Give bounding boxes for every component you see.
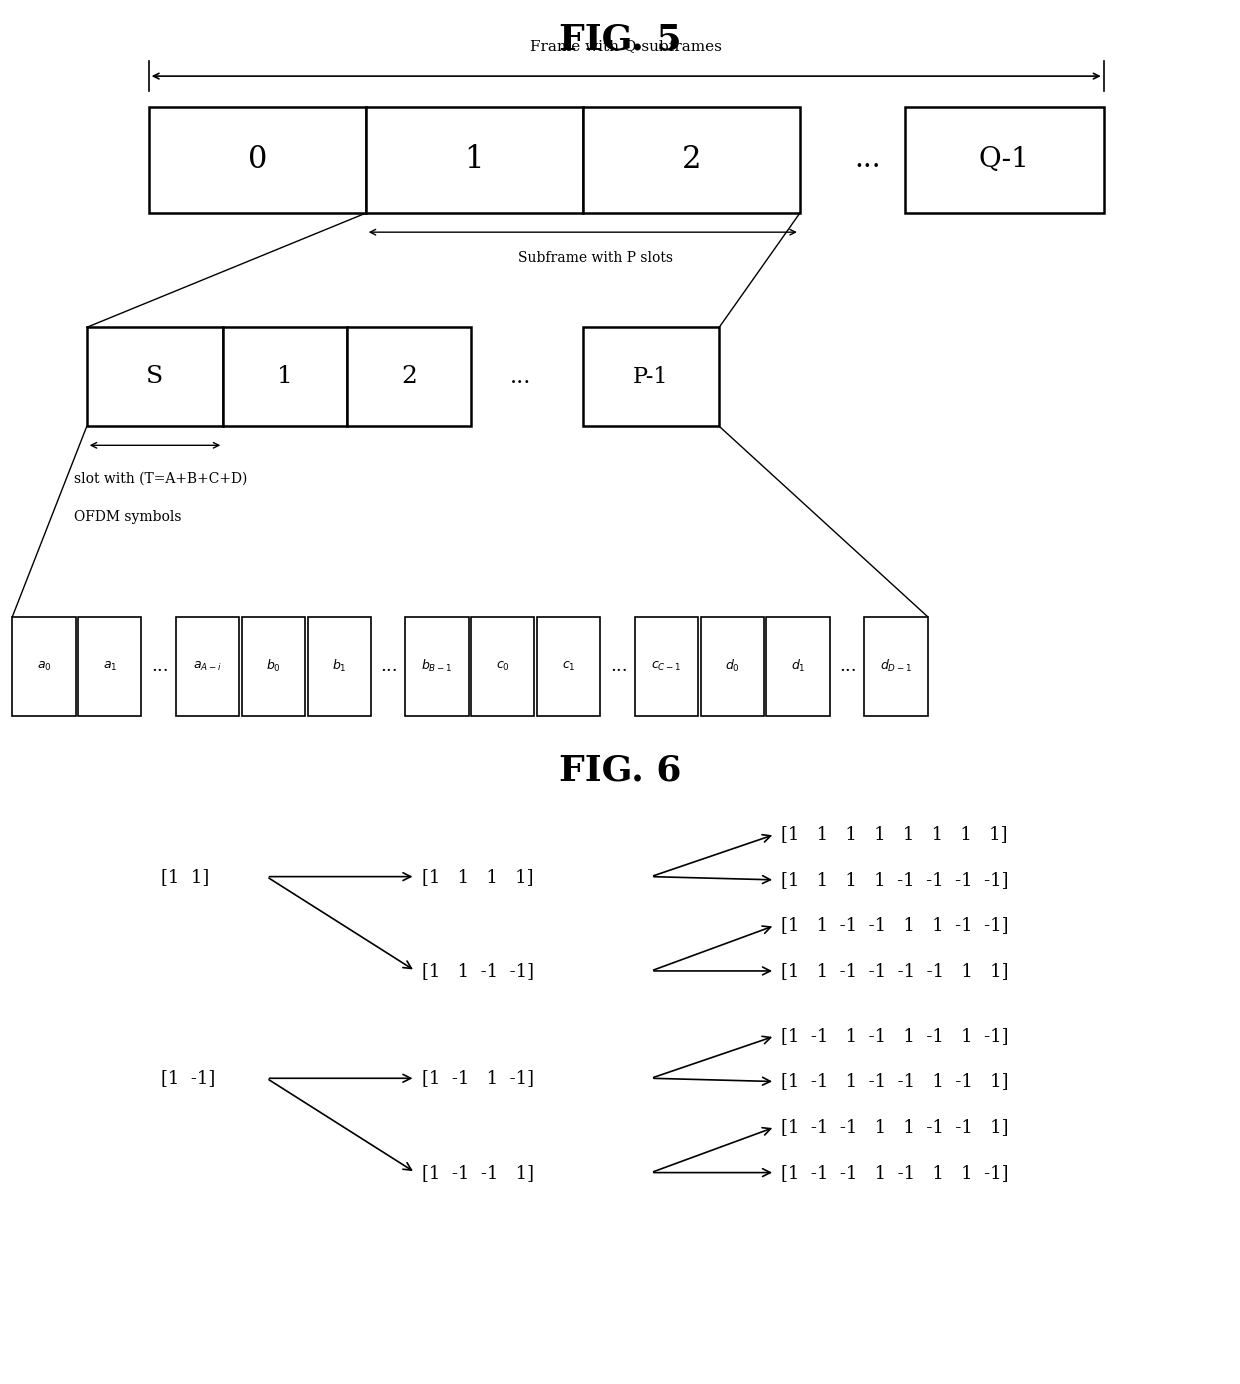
Text: OFDM symbols: OFDM symbols (74, 511, 182, 525)
Text: $c_0$: $c_0$ (496, 660, 510, 673)
Bar (701, 616, 764, 716)
Text: Q-1: Q-1 (978, 147, 1030, 173)
Text: [1  -1   1  -1]: [1 -1 1 -1] (422, 1070, 533, 1088)
Text: [1  -1  -1   1]: [1 -1 -1 1] (422, 1164, 533, 1182)
Bar (583, 327, 719, 426)
Bar (583, 107, 800, 213)
Text: [1  1]: [1 1] (161, 868, 210, 886)
Text: FIG. 6: FIG. 6 (559, 753, 681, 787)
Bar (12, 616, 76, 716)
Text: [1  -1   1  -1   1  -1   1  -1]: [1 -1 1 -1 1 -1 1 -1] (781, 1027, 1008, 1045)
Text: S: S (146, 365, 164, 389)
Text: FIG. 5: FIG. 5 (559, 24, 681, 57)
Text: 2: 2 (682, 144, 701, 176)
Text: ...: ... (510, 365, 532, 388)
Text: 1: 1 (278, 365, 293, 389)
Bar (864, 616, 928, 716)
Text: [1  -1  -1   1   1  -1  -1   1]: [1 -1 -1 1 1 -1 -1 1] (781, 1118, 1008, 1136)
Bar (87, 327, 223, 426)
Bar (405, 616, 469, 716)
Text: $b_{B-1}$: $b_{B-1}$ (422, 657, 453, 674)
Text: [1   1   1   1  -1  -1  -1  -1]: [1 1 1 1 -1 -1 -1 -1] (781, 871, 1008, 889)
Text: ...: ... (381, 657, 398, 675)
Text: Frame with Q subframes: Frame with Q subframes (531, 39, 722, 54)
Bar (78, 616, 141, 716)
Bar (537, 616, 600, 716)
Text: $a_0$: $a_0$ (37, 660, 51, 673)
Bar (347, 327, 471, 426)
Bar (308, 616, 371, 716)
Text: [1  -1   1  -1  -1   1  -1   1]: [1 -1 1 -1 -1 1 -1 1] (781, 1073, 1008, 1091)
Text: [1   1  -1  -1]: [1 1 -1 -1] (422, 962, 533, 980)
Text: [1   1   1   1   1   1   1   1]: [1 1 1 1 1 1 1 1] (781, 825, 1008, 843)
Text: [1   1  -1  -1   1   1  -1  -1]: [1 1 -1 -1 1 1 -1 -1] (781, 916, 1008, 934)
Bar (905, 107, 1104, 213)
Text: slot with (T=A+B+C+D): slot with (T=A+B+C+D) (74, 472, 248, 486)
Text: $d_{D-1}$: $d_{D-1}$ (880, 657, 911, 674)
Bar (242, 616, 305, 716)
Text: 2: 2 (402, 365, 417, 389)
Text: $a_{A-i}$: $a_{A-i}$ (193, 660, 222, 673)
Text: $c_1$: $c_1$ (562, 660, 575, 673)
Text: $c_{C-1}$: $c_{C-1}$ (651, 660, 682, 673)
Text: $d_1$: $d_1$ (791, 657, 805, 674)
Text: ...: ... (151, 657, 169, 675)
Text: [1   1   1   1]: [1 1 1 1] (422, 868, 533, 886)
Bar (223, 327, 347, 426)
Text: $b_1$: $b_1$ (332, 657, 346, 674)
Text: ...: ... (854, 147, 882, 173)
Text: $a_1$: $a_1$ (103, 660, 117, 673)
Bar (635, 616, 698, 716)
Text: P-1: P-1 (634, 365, 668, 388)
Text: [1  -1  -1   1  -1   1   1  -1]: [1 -1 -1 1 -1 1 1 -1] (781, 1164, 1008, 1182)
Bar (176, 616, 239, 716)
Text: [1  -1]: [1 -1] (161, 1070, 216, 1088)
Bar (471, 616, 534, 716)
Text: 1: 1 (465, 144, 484, 176)
Text: $d_0$: $d_0$ (724, 657, 740, 674)
Bar (366, 107, 583, 213)
Text: [1   1  -1  -1  -1  -1   1   1]: [1 1 -1 -1 -1 -1 1 1] (781, 962, 1008, 980)
Text: ...: ... (610, 657, 627, 675)
Text: $b_0$: $b_0$ (265, 657, 281, 674)
Text: ...: ... (839, 657, 857, 675)
Text: Subframe with P slots: Subframe with P slots (517, 252, 672, 266)
Bar (149, 107, 366, 213)
Bar (766, 616, 830, 716)
Text: 0: 0 (248, 144, 267, 176)
